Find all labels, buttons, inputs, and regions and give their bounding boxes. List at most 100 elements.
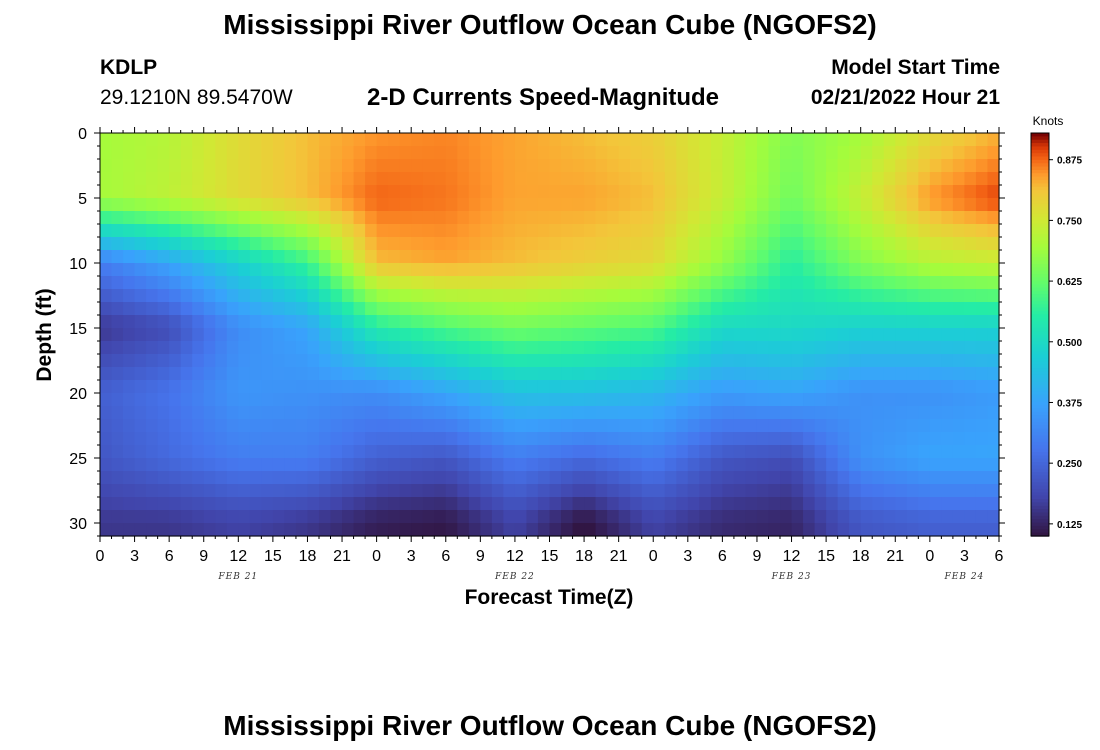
heatmap-cell: [295, 133, 309, 147]
heatmap-cell: [941, 354, 954, 368]
heatmap-cell: [399, 523, 412, 537]
heatmap-cell: [733, 146, 747, 160]
heatmap-cell: [318, 302, 332, 316]
heatmap-cell: [676, 172, 689, 186]
heatmap-cell: [365, 211, 378, 225]
heatmap-cell: [676, 432, 689, 446]
heatmap-cell: [503, 185, 516, 199]
heatmap-cell: [157, 393, 170, 407]
heatmap-cell: [676, 393, 689, 407]
heatmap-cell: [307, 510, 320, 524]
colorbar-segment: [1031, 223, 1049, 228]
heatmap-cell: [987, 315, 1000, 329]
heatmap-cell: [491, 497, 504, 511]
heatmap-cell: [803, 432, 816, 446]
heatmap-cell: [514, 445, 528, 459]
heatmap-cell: [526, 302, 539, 316]
heatmap-cell: [664, 250, 677, 264]
colorbar-segment: [1031, 475, 1049, 480]
heatmap-cell: [100, 471, 113, 485]
heatmap-cell: [100, 354, 113, 368]
heatmap-cell: [342, 510, 355, 524]
x-tick-label: 6: [995, 548, 1004, 565]
heatmap-cell: [653, 510, 666, 524]
heatmap-cell: [814, 224, 827, 238]
heatmap-cell: [180, 445, 193, 459]
heatmap-cell: [307, 185, 320, 199]
heatmap-cell: [468, 341, 481, 355]
heatmap-cell: [826, 393, 839, 407]
heatmap-cell: [100, 341, 113, 355]
heatmap-cell: [895, 133, 908, 147]
heatmap-cell: [203, 484, 216, 498]
heatmap-cell: [342, 484, 355, 498]
heatmap-cell: [100, 185, 113, 199]
heatmap-cell: [803, 341, 816, 355]
heatmap-cell: [676, 185, 689, 199]
heatmap-cell: [676, 341, 689, 355]
heatmap-cell: [918, 367, 931, 381]
heatmap-cell: [330, 471, 343, 485]
heatmap-cell: [549, 393, 562, 407]
heatmap-cell: [503, 393, 516, 407]
heatmap-cell: [722, 380, 735, 394]
heatmap-cell: [100, 328, 113, 342]
heatmap-cell: [180, 276, 193, 290]
heatmap-cell: [318, 445, 332, 459]
heatmap-cell: [284, 380, 297, 394]
heatmap-cell: [388, 159, 401, 173]
heatmap-cell: [837, 263, 850, 277]
heatmap-cell: [192, 315, 205, 329]
heatmap-cell: [826, 172, 839, 186]
heatmap-cell: [664, 289, 677, 303]
heatmap-cell: [295, 471, 309, 485]
heatmap-cell: [837, 198, 850, 212]
heatmap-cell: [607, 159, 620, 173]
heatmap-cell: [203, 497, 216, 511]
heatmap-cell: [526, 497, 539, 511]
heatmap-cell: [249, 146, 262, 160]
heatmap-cell: [272, 406, 286, 420]
heatmap-cell: [964, 458, 977, 472]
heatmap-cell: [146, 471, 159, 485]
heatmap-cell: [975, 133, 989, 147]
heatmap-cell: [641, 471, 654, 485]
heatmap-cell: [295, 393, 309, 407]
heatmap-cell: [733, 419, 747, 433]
heatmap-cell: [422, 172, 435, 186]
heatmap-cell: [180, 159, 193, 173]
heatmap-cell: [330, 367, 343, 381]
x-tick-label: 6: [441, 548, 450, 565]
heatmap-cell: [722, 159, 735, 173]
heatmap-cell: [123, 380, 136, 394]
x-tick-label: 18: [575, 548, 593, 565]
heatmap-cell: [330, 432, 343, 446]
heatmap-cell: [180, 471, 193, 485]
heatmap-cell: [687, 445, 700, 459]
colorbar-tick-label: 0.125: [1057, 520, 1082, 531]
heatmap-cell: [618, 302, 631, 316]
heatmap-cell: [491, 172, 504, 186]
heatmap-cell: [157, 263, 170, 277]
heatmap-cell: [146, 289, 159, 303]
heatmap-cell: [664, 471, 677, 485]
heatmap-cell: [722, 276, 735, 290]
heatmap-cell: [883, 315, 896, 329]
heatmap-cell: [123, 497, 136, 511]
heatmap-cell: [849, 380, 862, 394]
colorbar-segment: [1031, 146, 1049, 151]
colorbar-segment: [1031, 190, 1049, 195]
heatmap-cell: [975, 302, 989, 316]
heatmap-cell: [157, 211, 170, 225]
heatmap-cell: [975, 185, 989, 199]
heatmap-cell: [134, 276, 147, 290]
heatmap-cell: [318, 315, 332, 329]
heatmap-cell: [399, 185, 412, 199]
heatmap-cell: [272, 328, 286, 342]
heatmap-cell: [745, 263, 758, 277]
heatmap-cell: [745, 432, 758, 446]
heatmap-cell: [745, 289, 758, 303]
heatmap-cell: [272, 159, 286, 173]
heatmap-cell: [595, 432, 608, 446]
heatmap-cell: [653, 276, 666, 290]
